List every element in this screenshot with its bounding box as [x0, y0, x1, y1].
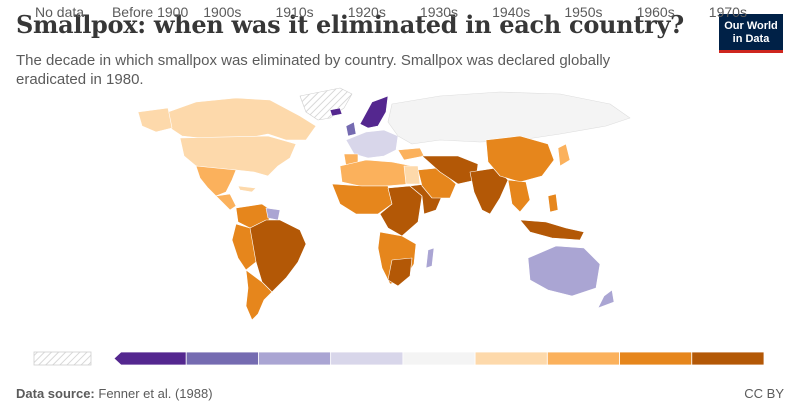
world-map[interactable] — [0, 84, 800, 324]
legend-swatch-4[interactable] — [402, 351, 476, 366]
region-philippines[interactable] — [547, 193, 559, 213]
region-guianas[interactable] — [265, 207, 281, 221]
region-australia[interactable] — [527, 245, 601, 297]
region-west-africa[interactable] — [331, 183, 393, 215]
legend-label-8: 1970s — [708, 4, 747, 20]
region-mexico[interactable] — [195, 165, 237, 197]
region-usa[interactable] — [179, 135, 297, 177]
region-indonesia[interactable] — [519, 219, 585, 241]
region-russia[interactable] — [387, 91, 631, 145]
data-source: Data source: Fenner et al. (1988) — [16, 386, 213, 401]
region-southern-cone[interactable] — [245, 269, 273, 321]
legend-swatch-2[interactable] — [258, 351, 332, 366]
data-source-label: Data source: — [16, 386, 95, 401]
data-source-link[interactable]: Fenner et al. (1988) — [98, 386, 213, 401]
legend-swatch-3[interactable] — [330, 351, 404, 366]
legend-label-no-data: No data — [35, 4, 85, 20]
region-central-america[interactable] — [215, 193, 237, 211]
chart-title: Smallpox: when was it eliminated in each… — [16, 10, 684, 39]
region-alaska[interactable] — [137, 107, 173, 133]
region-greenland[interactable] — [299, 87, 353, 121]
region-china[interactable] — [485, 135, 555, 183]
legend-swatch-0[interactable] — [113, 351, 187, 366]
legend-swatch-no-data[interactable] — [33, 351, 92, 366]
owid-logo[interactable]: Our World in Data — [719, 14, 783, 53]
legend-swatch-8[interactable] — [691, 351, 765, 366]
legend-label-7: 1960s — [636, 4, 675, 20]
legend — [33, 351, 765, 366]
legend-label-4: 1930s — [419, 4, 459, 20]
legend-swatch-6[interactable] — [546, 351, 620, 366]
region-iceland[interactable] — [329, 107, 343, 117]
region-madagascar[interactable] — [425, 247, 435, 269]
region-japan[interactable] — [557, 143, 571, 167]
region-uk[interactable] — [345, 121, 357, 137]
region-southeast-asia[interactable] — [507, 179, 531, 213]
chart-subtitle: The decade in which smallpox was elimina… — [16, 52, 611, 88]
region-scandinavia[interactable] — [359, 95, 389, 129]
logo-line-1: Our World — [724, 20, 778, 32]
region-western-europe[interactable] — [345, 129, 399, 159]
legend-label-1: 1900s — [203, 4, 242, 20]
legend-label-5: 1940s — [492, 4, 531, 20]
legend-label-0: Before 1900 — [111, 4, 189, 20]
region-north-africa[interactable] — [339, 159, 413, 187]
region-egypt[interactable] — [403, 165, 421, 185]
region-caribbean[interactable] — [237, 185, 257, 193]
region-canada[interactable] — [167, 97, 317, 141]
region-new-zealand[interactable] — [597, 289, 615, 309]
legend-label-3: 1920s — [347, 4, 386, 20]
region-south-africa[interactable] — [387, 257, 413, 287]
legend-label-2: 1910s — [275, 4, 314, 20]
license[interactable]: CC BY — [744, 386, 784, 401]
region-turkey[interactable] — [397, 147, 425, 161]
legend-swatch-7[interactable] — [619, 351, 693, 366]
legend-swatch-5[interactable] — [474, 351, 548, 366]
legend-label-6: 1950s — [564, 4, 603, 20]
legend-swatch-1[interactable] — [185, 351, 259, 366]
logo-line-2: in Data — [732, 33, 770, 45]
